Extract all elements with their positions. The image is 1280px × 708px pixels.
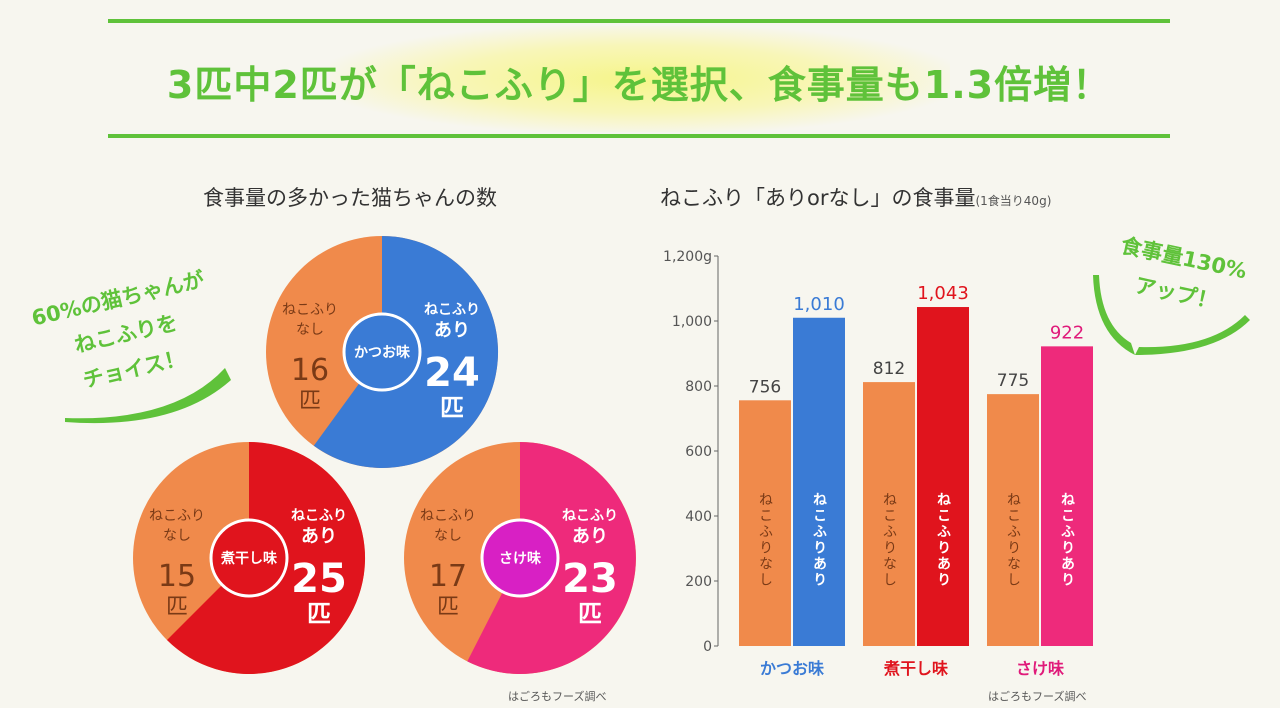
bar-series-label: ねこふりあり [1059,492,1075,588]
pie-without-label: なし [296,322,324,338]
x-category-label: さけ味 [1016,659,1064,678]
headline-highlight [330,26,950,132]
bar-series-label: ねこふりなし [1005,492,1021,588]
pie-charts: かつお味ねこふりなし16匹ねこふりあり24匹煮干し味ねこふりなし15匹ねこふりあ… [133,236,636,674]
pie-unit: 匹 [307,600,331,628]
bar-value-label: 922 [1050,322,1084,343]
pie-flavor-label: 煮干し味 [220,550,277,567]
x-category-label: 煮干し味 [883,659,948,678]
pie-without-label: ねこふり [149,508,205,524]
y-tick-label: 400 [685,509,712,525]
y-tick-label: 200 [685,574,712,590]
y-tick-label: 0 [703,639,712,655]
bar-value-label: 775 [997,371,1029,391]
source-note-right: はごろもフーズ調べ [988,690,1087,703]
pie-without-value: 17 [429,559,467,594]
pie-with-value: 25 [291,556,347,602]
pie-with-label: あり [301,526,337,547]
y-tick-label: 1,000 [672,314,712,330]
pie-with-label: あり [572,526,608,547]
pie-without-label: ねこふり [282,302,338,318]
pie-center-badge [342,312,422,392]
bar-value-label: 812 [873,359,905,379]
pie-with-value: 23 [562,556,618,602]
pie-with-label: ねこふり [291,508,347,524]
pie-flavor-label: さけ味 [499,551,541,567]
pie-unit: 匹 [299,389,321,414]
bar-with [793,317,845,646]
bar-section-title: ねこふり「ありorなし」の食事量(1食当り40g) [660,182,1051,212]
pie-unit: 匹 [440,394,464,422]
pie-without-value: 16 [291,353,329,388]
y-tick-label: 600 [685,444,712,460]
pie-with-label: あり [434,320,470,341]
pie-section-title: 食事量の多かった猫ちゃんの数 [203,186,497,210]
pie-without-value: 15 [158,559,196,594]
bar-with [1041,346,1093,646]
bar-value-label: 756 [749,377,781,397]
bar-series-label: ねこふりなし [881,492,897,588]
bar-value-label: 1,043 [917,283,969,304]
y-tick-label: 1,200g [663,249,712,265]
bar-series-label: ねこふりなし [757,492,773,588]
bar-series-label: ねこふりあり [935,492,951,588]
headline: 3匹中2匹が「ねこふり」を選択、食事量も1.3倍増！ [166,63,1112,107]
left-callout-tail [65,368,231,424]
x-category-label: かつお味 [760,659,824,678]
bottom-rule [108,134,1170,138]
pie-unit: 匹 [437,595,459,620]
bar-chart: 0 200 400 600 800 1,000 1,200g 756 1,010 ねこふりなし ねこ… [663,249,1093,678]
bar-without [987,394,1039,646]
pie-with-value: 24 [424,350,480,396]
pie-with-label: ねこふり [424,302,480,318]
right-callout-tail [1093,275,1250,355]
pie-without-label: なし [434,528,462,544]
pie-flavor-label: かつお味 [354,345,410,361]
pie-unit: 匹 [578,600,602,628]
pie-unit: 匹 [166,595,188,620]
pie-center-badge [209,518,289,598]
pie-without-label: なし [163,528,191,544]
bar-title-note: (1食当り40g) [975,194,1052,208]
bar-value-label: 1,010 [793,294,845,315]
pie-without-label: ねこふり [420,508,476,524]
pie-with-label: ねこふり [562,508,618,524]
bar-title-text: ねこふり「ありorなし」の食事量 [660,186,976,210]
source-note-left: はごろもフーズ調べ [508,690,607,703]
top-rule [108,19,1170,23]
y-tick-label: 800 [685,379,712,395]
pie-center-badge [480,518,560,598]
bar-without [863,382,915,646]
bar-with [917,307,969,646]
bar-without [739,400,791,646]
bar-series-label: ねこふりあり [811,492,827,588]
